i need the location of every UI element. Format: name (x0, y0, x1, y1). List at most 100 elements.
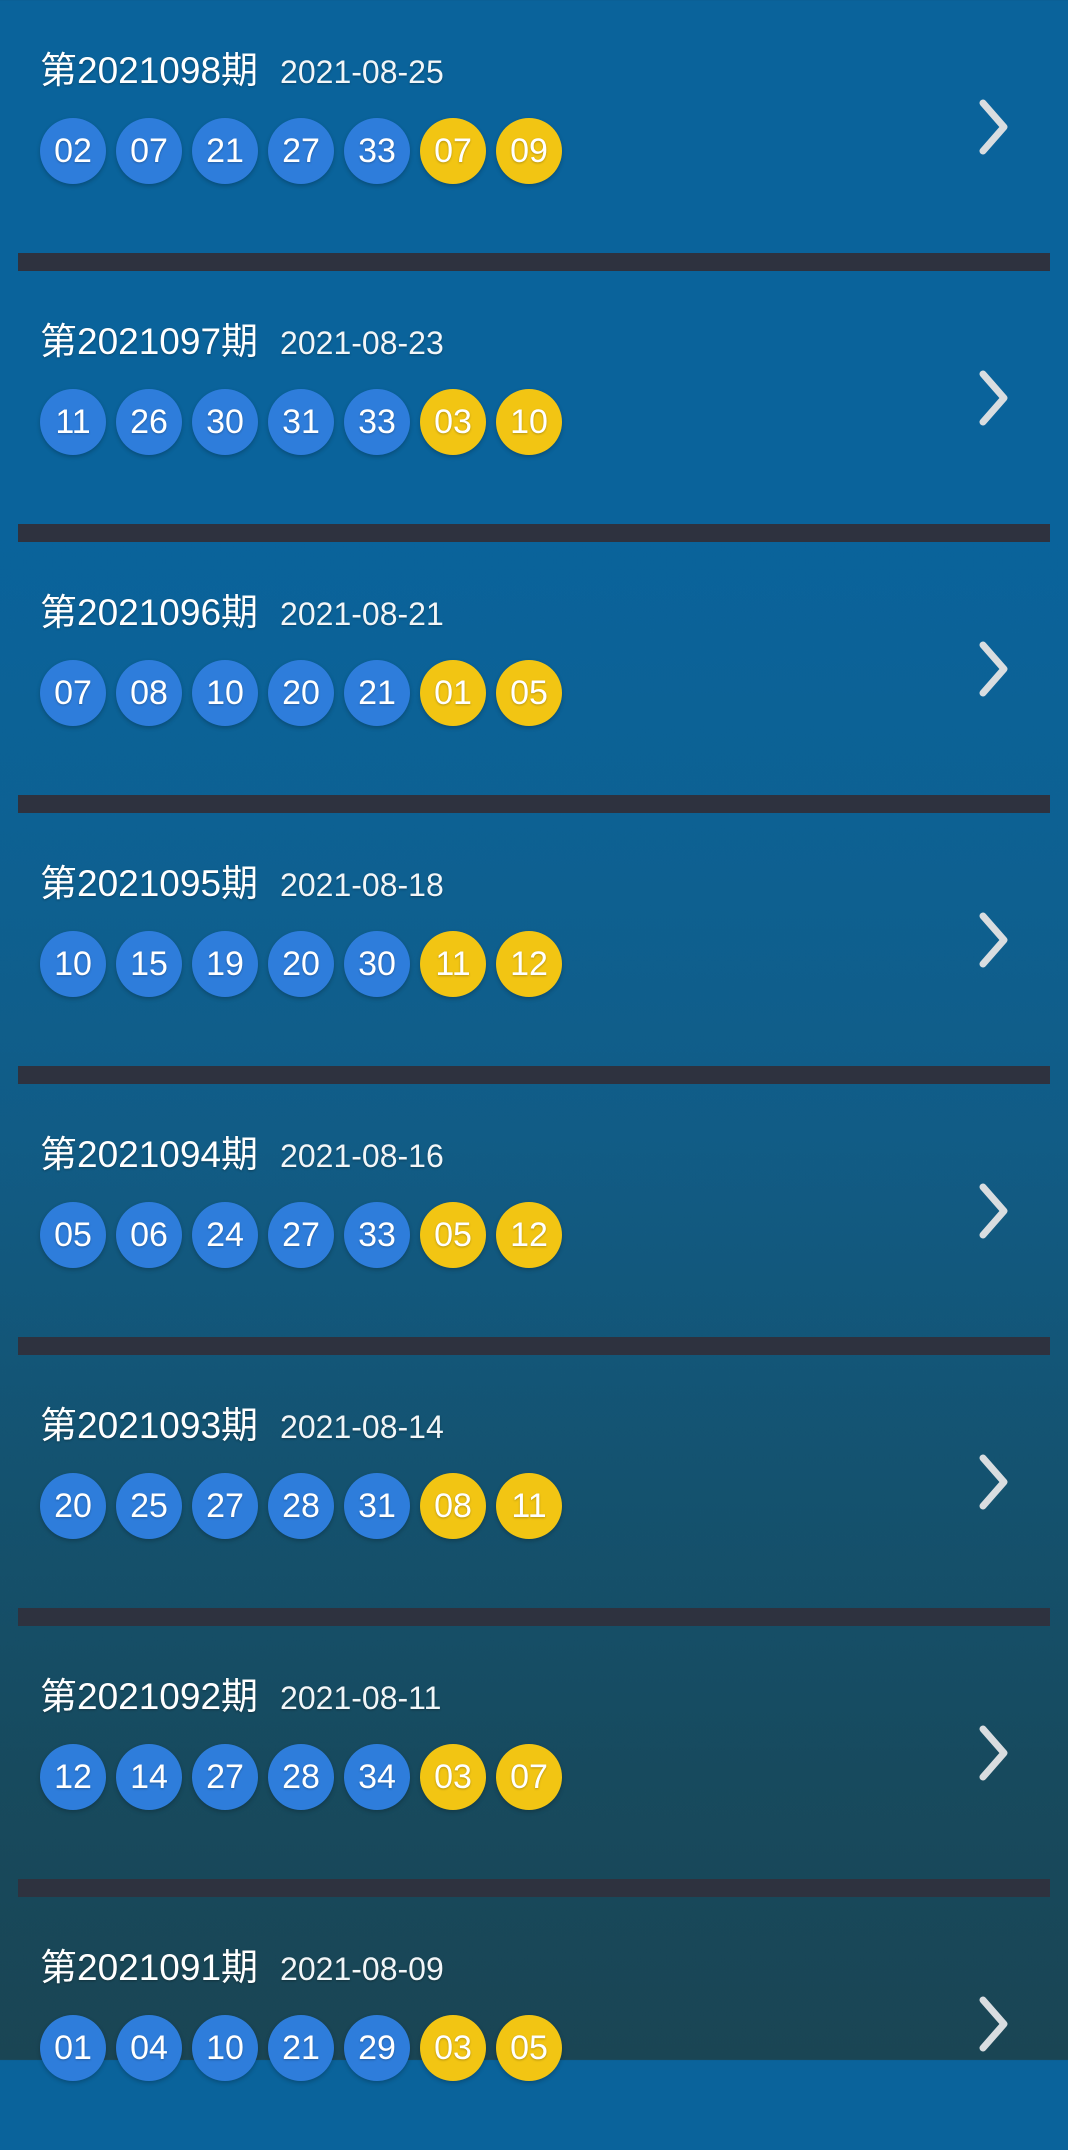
red-ball: 14 (116, 1744, 182, 1810)
chevron-right-icon[interactable] (970, 1720, 1016, 1786)
red-ball: 10 (192, 2015, 258, 2081)
red-ball: 26 (116, 389, 182, 455)
divider-bar (18, 795, 1050, 813)
row-header: 第2021091期 2021-08-09 (40, 1937, 1068, 1991)
issue-number: 第2021097期 (40, 321, 259, 362)
row-divider (0, 795, 1068, 813)
red-ball: 20 (40, 1473, 106, 1539)
red-ball: 20 (268, 931, 334, 997)
red-ball: 21 (344, 660, 410, 726)
blue-ball: 05 (496, 2015, 562, 2081)
row-content: 第2021095期 2021-08-18 10 15 19 20 30 11 12 (0, 813, 1068, 1066)
blue-ball: 03 (420, 1744, 486, 1810)
chevron-right-icon[interactable] (970, 907, 1016, 973)
blue-ball: 10 (496, 389, 562, 455)
lottery-result-row[interactable]: 第2021095期 2021-08-18 10 15 19 20 30 11 12 (0, 813, 1068, 1066)
chevron-right-icon[interactable] (970, 1991, 1016, 2057)
draw-date: 2021-08-23 (280, 325, 444, 361)
red-ball: 21 (268, 2015, 334, 2081)
red-ball: 33 (344, 118, 410, 184)
row-divider (0, 524, 1068, 542)
draw-date: 2021-08-11 (280, 1680, 442, 1716)
red-ball: 29 (344, 2015, 410, 2081)
red-ball: 31 (268, 389, 334, 455)
row-content: 第2021092期 2021-08-11 12 14 27 28 34 03 07 (0, 1626, 1068, 1879)
lottery-result-row[interactable]: 第2021096期 2021-08-21 07 08 10 20 21 01 05 (0, 542, 1068, 795)
blue-ball: 11 (496, 1473, 562, 1539)
ball-group: 10 15 19 20 30 11 12 (40, 925, 1068, 1003)
chevron-right-icon[interactable] (970, 636, 1016, 702)
red-ball: 05 (40, 1202, 106, 1268)
row-content: 第2021098期 2021-08-25 02 07 21 27 33 07 09 (0, 0, 1068, 253)
draw-date: 2021-08-21 (280, 596, 444, 632)
row-content: 第2021094期 2021-08-16 05 06 24 27 33 05 12 (0, 1084, 1068, 1337)
lottery-result-row[interactable]: 第2021091期 2021-08-09 01 04 10 21 29 03 05 (0, 1897, 1068, 2150)
red-ball: 15 (116, 931, 182, 997)
red-ball: 30 (192, 389, 258, 455)
row-content: 第2021097期 2021-08-23 11 26 30 31 33 03 10 (0, 271, 1068, 524)
lottery-result-row[interactable]: 第2021092期 2021-08-11 12 14 27 28 34 03 07 (0, 1626, 1068, 1879)
lottery-result-row[interactable]: 第2021097期 2021-08-23 11 26 30 31 33 03 10 (0, 271, 1068, 524)
blue-ball: 07 (496, 1744, 562, 1810)
lottery-result-row[interactable]: 第2021094期 2021-08-16 05 06 24 27 33 05 12 (0, 1084, 1068, 1337)
blue-ball: 12 (496, 1202, 562, 1268)
divider-bar (18, 253, 1050, 271)
red-ball: 02 (40, 118, 106, 184)
draw-date: 2021-08-18 (280, 867, 444, 903)
red-ball: 06 (116, 1202, 182, 1268)
blue-ball: 08 (420, 1473, 486, 1539)
red-ball: 33 (344, 389, 410, 455)
red-ball: 27 (268, 118, 334, 184)
red-ball: 12 (40, 1744, 106, 1810)
row-divider (0, 1879, 1068, 1897)
blue-ball: 05 (420, 1202, 486, 1268)
red-ball: 11 (40, 389, 106, 455)
red-ball: 27 (192, 1473, 258, 1539)
red-ball: 25 (116, 1473, 182, 1539)
row-header: 第2021092期 2021-08-11 (40, 1666, 1068, 1720)
draw-date: 2021-08-25 (280, 54, 444, 90)
blue-ball: 12 (496, 931, 562, 997)
row-header: 第2021097期 2021-08-23 (40, 311, 1068, 365)
row-divider (0, 253, 1068, 271)
red-ball: 10 (192, 660, 258, 726)
issue-number: 第2021098期 (40, 50, 259, 91)
lottery-result-row[interactable]: 第2021098期 2021-08-25 02 07 21 27 33 07 09 (0, 0, 1068, 253)
red-ball: 01 (40, 2015, 106, 2081)
issue-number: 第2021096期 (40, 592, 259, 633)
red-ball: 04 (116, 2015, 182, 2081)
red-ball: 34 (344, 1744, 410, 1810)
row-header: 第2021098期 2021-08-25 (40, 40, 1068, 94)
red-ball: 28 (268, 1744, 334, 1810)
draw-date: 2021-08-16 (280, 1138, 444, 1174)
issue-number: 第2021094期 (40, 1134, 259, 1175)
divider-bar (18, 1879, 1050, 1897)
issue-number: 第2021091期 (40, 1947, 259, 1988)
blue-ball: 01 (420, 660, 486, 726)
draw-date: 2021-08-09 (280, 1951, 444, 1987)
red-ball: 33 (344, 1202, 410, 1268)
issue-number: 第2021092期 (40, 1676, 259, 1717)
red-ball: 07 (40, 660, 106, 726)
blue-ball: 03 (420, 389, 486, 455)
chevron-right-icon[interactable] (970, 365, 1016, 431)
red-ball: 07 (116, 118, 182, 184)
chevron-right-icon[interactable] (970, 94, 1016, 160)
row-header: 第2021095期 2021-08-18 (40, 853, 1068, 907)
ball-group: 05 06 24 27 33 05 12 (40, 1196, 1068, 1274)
divider-bar (18, 1608, 1050, 1626)
lottery-result-row[interactable]: 第2021093期 2021-08-14 20 25 27 28 31 08 11 (0, 1355, 1068, 1608)
blue-ball: 03 (420, 2015, 486, 2081)
red-ball: 28 (268, 1473, 334, 1539)
chevron-right-icon[interactable] (970, 1178, 1016, 1244)
red-ball: 30 (344, 931, 410, 997)
chevron-right-icon[interactable] (970, 1449, 1016, 1515)
ball-group: 01 04 10 21 29 03 05 (40, 2009, 1068, 2087)
draw-date: 2021-08-14 (280, 1409, 444, 1445)
red-ball: 31 (344, 1473, 410, 1539)
divider-bar (18, 1066, 1050, 1084)
row-header: 第2021093期 2021-08-14 (40, 1395, 1068, 1449)
red-ball: 21 (192, 118, 258, 184)
red-ball: 24 (192, 1202, 258, 1268)
